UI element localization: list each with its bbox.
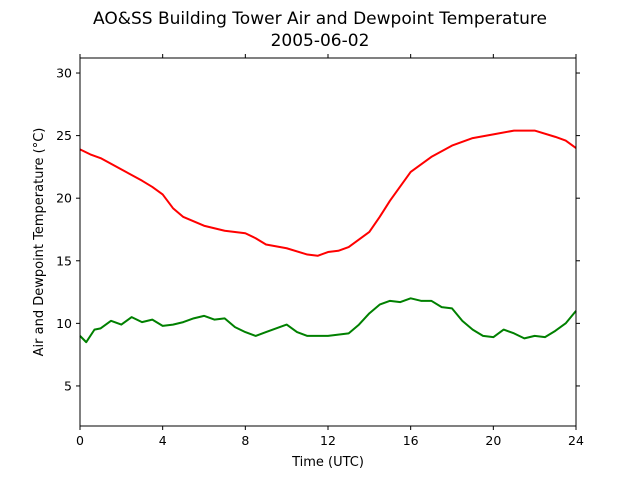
- x-axis-label: Time (UTC): [291, 455, 364, 470]
- y-tick-label: 20: [56, 191, 72, 206]
- x-tick-label: 4: [159, 433, 167, 448]
- chart-title: AO&SS Building Tower Air and Dewpoint Te…: [93, 9, 547, 29]
- series-line-2: [79, 297, 577, 344]
- y-tick-label: 25: [56, 128, 72, 143]
- y-tick-label: 15: [56, 253, 72, 268]
- y-tick-label: 30: [56, 66, 72, 81]
- series-line-1: [79, 129, 577, 257]
- x-axis: 0 4 8 12 16 20 24: [76, 54, 584, 448]
- x-tick-label: 20: [485, 433, 501, 448]
- x-tick-label: 8: [241, 433, 249, 448]
- chart-subtitle: 2005-06-02: [271, 31, 370, 51]
- y-axis-label: Air and Dewpoint Temperature (°C): [32, 128, 47, 357]
- plot-frame: [79, 57, 577, 427]
- x-tick-label: 24: [568, 433, 584, 448]
- x-tick-label: 16: [403, 433, 419, 448]
- y-tick-label: 10: [56, 316, 72, 331]
- x-tick-label: 12: [320, 433, 336, 448]
- plot-area: [79, 129, 577, 344]
- y-axis: 5 10 15 20 25 30: [56, 66, 580, 393]
- y-tick-label: 5: [64, 378, 72, 393]
- x-tick-label: 0: [76, 433, 84, 448]
